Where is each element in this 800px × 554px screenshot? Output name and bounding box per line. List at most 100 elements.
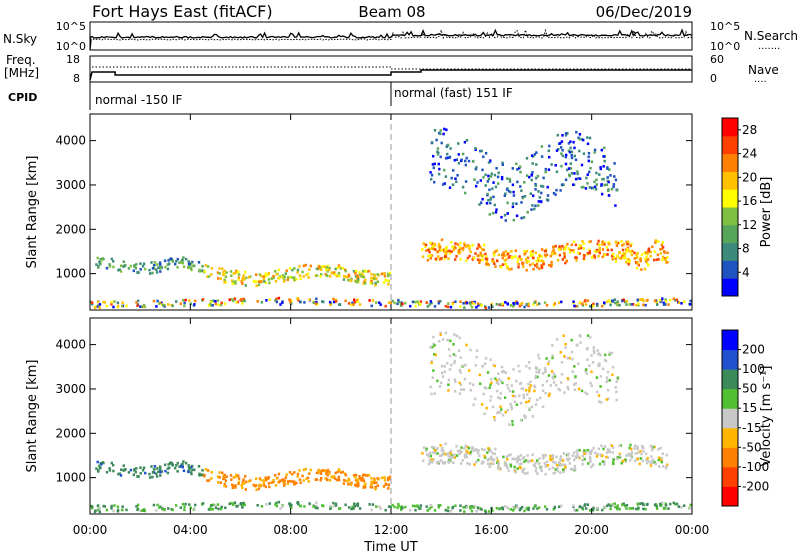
echo-cell: [667, 303, 670, 306]
echo-cell: [224, 302, 227, 306]
echo-cell: [578, 301, 582, 304]
echo-cell: [518, 304, 522, 308]
echo-cell: [174, 262, 177, 266]
echo-cell: [589, 457, 592, 460]
echo-cell: [135, 301, 138, 304]
echo-cell: [618, 256, 621, 260]
echo-cell: [561, 134, 564, 137]
echo-cell: [482, 248, 485, 252]
echo-cell: [490, 381, 493, 385]
echo-cell: [447, 348, 451, 351]
echo-cell: [613, 502, 616, 505]
echo-cell: [477, 243, 480, 246]
echo-cell: [469, 452, 472, 456]
echo-cell: [624, 460, 628, 463]
echo-cell: [464, 363, 467, 367]
echo-cell: [298, 478, 302, 481]
echo-cell: [499, 303, 502, 306]
echo-cell: [559, 471, 562, 474]
echo-cell: [654, 239, 657, 242]
echo-cell: [621, 244, 624, 247]
echo-cell: [640, 253, 644, 256]
echo-cell: [606, 300, 609, 304]
echo-cell: [175, 464, 178, 467]
echo-cell: [491, 452, 495, 455]
echo-cell: [156, 503, 159, 507]
echo-cell: [436, 250, 439, 253]
echo-cell: [591, 304, 595, 308]
echo-cell: [120, 264, 123, 267]
echo-cell: [207, 304, 211, 307]
echo-cell: [557, 246, 561, 250]
echo-cell: [156, 299, 159, 303]
echo-cell: [428, 452, 431, 456]
echo-cell: [635, 256, 638, 260]
echo-cell: [608, 168, 611, 171]
echo-cell: [530, 405, 534, 409]
echo-cell: [529, 192, 532, 195]
echo-cell: [496, 381, 499, 384]
echo-cell: [527, 400, 531, 403]
echo-cell: [534, 204, 537, 208]
echo-cell: [430, 301, 433, 305]
echo-cell: [209, 508, 212, 511]
echo-cell: [477, 449, 480, 452]
echo-cell: [465, 455, 469, 459]
echo-cell: [489, 463, 492, 466]
echo-cell: [544, 465, 547, 468]
echo-cell: [586, 173, 589, 176]
echo-cell: [307, 276, 310, 279]
echo-cell: [506, 212, 509, 215]
echo-cell: [258, 477, 262, 480]
echo-cell: [528, 407, 531, 410]
echo-cell: [176, 266, 179, 269]
echo-cell: [508, 268, 511, 271]
echo-cell: [144, 471, 147, 475]
echo-cell: [352, 270, 356, 273]
station-title: Fort Hays East (fitACF): [92, 2, 273, 21]
echo-cell: [524, 472, 527, 475]
echo-cell: [437, 245, 440, 248]
echo-cell: [374, 485, 377, 489]
echo-cell: [466, 256, 470, 260]
echo-cell: [357, 482, 360, 485]
echo-cell: [500, 365, 504, 369]
echo-cell: [505, 455, 509, 459]
y-tick-label: 4000: [55, 338, 86, 352]
echo-cell: [283, 482, 286, 486]
echo-cell: [281, 301, 284, 304]
echo-cell: [445, 248, 448, 251]
echo-cell: [554, 164, 557, 167]
echo-cell: [301, 270, 304, 274]
echo-cell: [568, 150, 572, 154]
echo-cell: [650, 455, 653, 458]
echo-cell: [552, 372, 556, 376]
echo-cell: [159, 267, 162, 270]
echo-cell: [158, 506, 161, 509]
echo-cell: [532, 267, 535, 271]
echo-cell: [428, 507, 431, 510]
echo-cell: [252, 483, 255, 487]
echo-cell: [473, 449, 476, 452]
echo-cell: [358, 303, 362, 306]
echo-cell: [167, 259, 170, 262]
echo-cell: [591, 361, 595, 364]
echo-cell: [584, 370, 587, 373]
echo-cell: [588, 251, 592, 255]
echo-cell: [446, 305, 450, 309]
echo-cell: [586, 503, 590, 506]
echo-cell: [118, 268, 121, 271]
echo-cell: [509, 453, 512, 456]
echo-cell: [253, 484, 257, 488]
echo-cell: [640, 268, 643, 271]
echo-cell: [369, 281, 372, 285]
echo-cell: [244, 475, 247, 478]
echo-cell: [350, 507, 353, 511]
colorbar-swatch: [722, 427, 738, 448]
echo-cell: [627, 258, 630, 261]
echo-cell: [370, 476, 373, 480]
echo-cell: [212, 503, 215, 507]
echo-cell: [440, 238, 444, 242]
echo-cell: [564, 465, 567, 469]
echo-cell: [614, 505, 617, 509]
